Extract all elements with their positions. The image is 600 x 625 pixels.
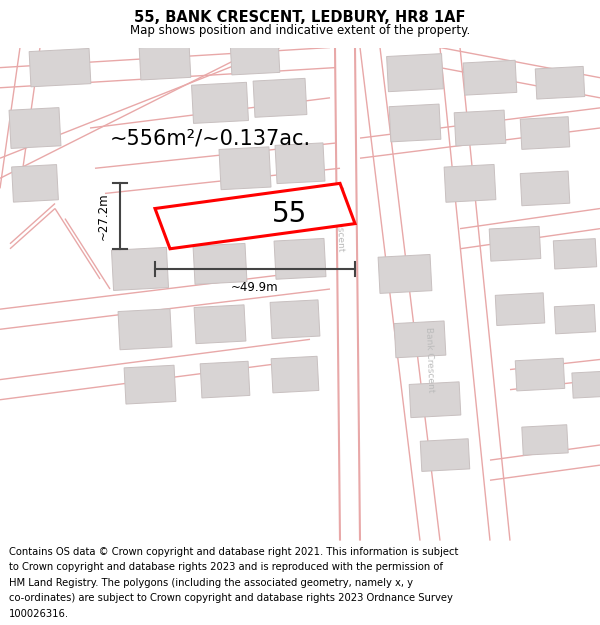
Polygon shape <box>194 305 246 344</box>
Text: co-ordinates) are subject to Crown copyright and database rights 2023 Ordnance S: co-ordinates) are subject to Crown copyr… <box>9 593 453 603</box>
Polygon shape <box>271 356 319 393</box>
Text: Bank Crescent: Bank Crescent <box>334 186 346 251</box>
Polygon shape <box>520 171 570 206</box>
Polygon shape <box>535 66 585 99</box>
Text: ~556m²/~0.137ac.: ~556m²/~0.137ac. <box>109 128 311 148</box>
Text: HM Land Registry. The polygons (including the associated geometry, namely x, y: HM Land Registry. The polygons (includin… <box>9 578 413 587</box>
Polygon shape <box>29 49 91 87</box>
Polygon shape <box>522 425 568 455</box>
Polygon shape <box>409 382 461 418</box>
Text: to Crown copyright and database rights 2023 and is reproduced with the permissio: to Crown copyright and database rights 2… <box>9 562 443 572</box>
Polygon shape <box>495 293 545 326</box>
Polygon shape <box>378 254 432 293</box>
Polygon shape <box>554 304 596 334</box>
Polygon shape <box>275 143 325 184</box>
Polygon shape <box>420 439 470 471</box>
Polygon shape <box>553 239 597 269</box>
Text: 55, BANK CRESCENT, LEDBURY, HR8 1AF: 55, BANK CRESCENT, LEDBURY, HR8 1AF <box>134 11 466 26</box>
Polygon shape <box>139 45 191 80</box>
Polygon shape <box>520 117 570 149</box>
Polygon shape <box>386 54 443 92</box>
Polygon shape <box>219 147 271 189</box>
Polygon shape <box>389 104 441 142</box>
Text: 55: 55 <box>272 199 308 228</box>
Polygon shape <box>191 82 248 123</box>
Polygon shape <box>454 110 506 146</box>
Polygon shape <box>200 361 250 398</box>
Text: Bank Crescent: Bank Crescent <box>424 327 436 392</box>
Text: Map shows position and indicative extent of the property.: Map shows position and indicative extent… <box>130 24 470 37</box>
Text: Contains OS data © Crown copyright and database right 2021. This information is : Contains OS data © Crown copyright and d… <box>9 546 458 556</box>
Polygon shape <box>463 60 517 95</box>
Text: ~27.2m: ~27.2m <box>97 192 110 240</box>
Polygon shape <box>155 183 355 249</box>
Polygon shape <box>118 309 172 350</box>
Polygon shape <box>11 164 58 202</box>
Polygon shape <box>9 107 61 148</box>
Polygon shape <box>444 164 496 202</box>
Polygon shape <box>515 358 565 391</box>
Polygon shape <box>572 371 600 398</box>
Text: ~49.9m: ~49.9m <box>231 281 279 294</box>
Polygon shape <box>489 226 541 261</box>
Polygon shape <box>112 248 169 291</box>
Polygon shape <box>274 238 326 279</box>
Polygon shape <box>193 243 247 284</box>
Polygon shape <box>230 40 280 75</box>
Polygon shape <box>270 300 320 339</box>
Polygon shape <box>394 321 446 357</box>
Polygon shape <box>124 365 176 404</box>
Polygon shape <box>253 78 307 118</box>
Text: 100026316.: 100026316. <box>9 609 69 619</box>
